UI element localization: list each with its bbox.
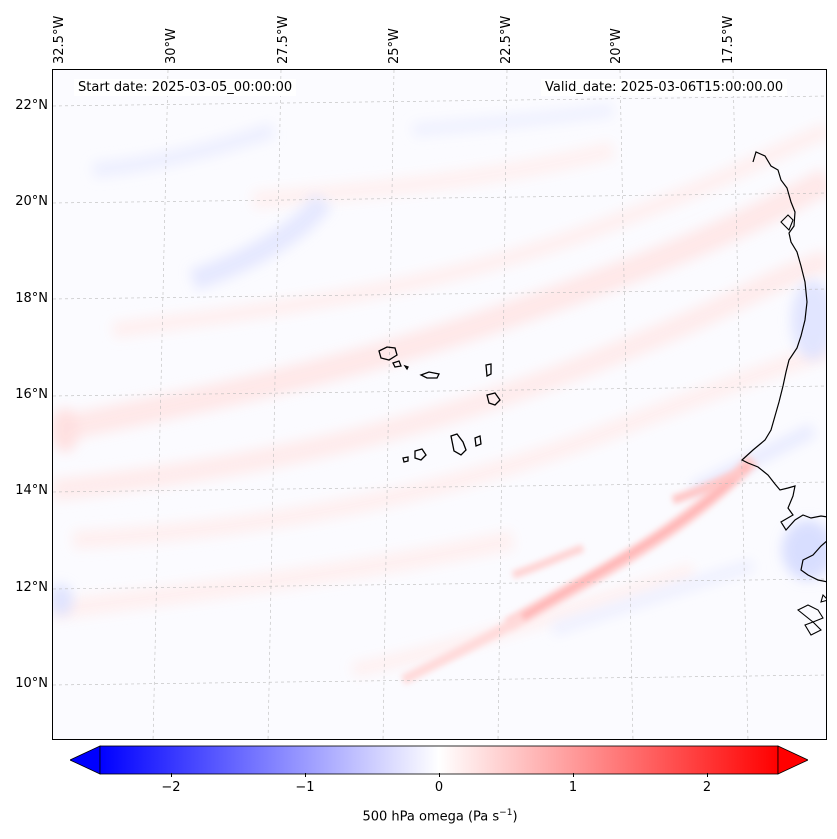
colorbar-label-text: 500 hPa omega (Pa s (362, 809, 500, 825)
colorbar-tickmark (707, 773, 708, 777)
colorbar-gradient (99, 745, 779, 775)
valid-date-label: Valid_date: 2025-03-06T15:00:00.00 (541, 79, 788, 96)
colorbar-tick-label: −1 (295, 780, 315, 795)
lat-label-22N: 22°N (15, 98, 48, 113)
lon-label-25W: 25°W (387, 28, 402, 64)
lon-label-17.5W: 17.5°W (721, 15, 736, 64)
lon-label-20W: 20°W (609, 28, 624, 64)
lat-label-10N: 10°N (15, 676, 48, 691)
island-santiago (450, 433, 467, 456)
colorbar-tick-label: 2 (702, 780, 712, 795)
colorbar-tick-label: −2 (161, 780, 181, 795)
map-panel (52, 69, 827, 740)
colorbar-tick-label: 1 (568, 780, 578, 795)
colorbar-tickmark (573, 773, 574, 777)
coast-islet-north (780, 214, 794, 231)
lat-label-12N: 12°N (15, 580, 48, 595)
lon-label-27.5W: 27.5°W (276, 15, 291, 64)
colorbar-label-close: ) (512, 809, 518, 825)
colorbar-label: 500 hPa omega (Pa s−1) (0, 808, 837, 824)
colorbar-tickmark (305, 773, 306, 777)
colorbar-left-arrow (70, 745, 101, 775)
colorbar-tickmark (171, 773, 172, 777)
weak-positive-streaks (53, 122, 826, 677)
island-sal (485, 363, 492, 378)
lat-label-16N: 16°N (15, 387, 48, 402)
africa-coast-south (800, 540, 826, 583)
colorbar (70, 745, 808, 775)
lon-label-32.5W: 32.5°W (52, 15, 67, 64)
lat-label-18N: 18°N (15, 291, 48, 306)
islands-bissau (796, 593, 826, 636)
colorbar-tick-label: 0 (434, 780, 444, 795)
island-brava (402, 456, 409, 463)
colorbar-label-exponent: −1 (499, 808, 513, 818)
island-sao-nicolau (419, 371, 440, 379)
lat-label-14N: 14°N (15, 483, 48, 498)
island-maio (474, 435, 482, 447)
lon-label-22.5W: 22.5°W (499, 15, 514, 64)
omega-field-map (53, 70, 826, 739)
graticule (53, 70, 826, 739)
island-santa-luzia (403, 364, 409, 371)
omega-band (400, 455, 758, 685)
cape-verde-islands (378, 346, 501, 463)
island-santo-antao (378, 346, 398, 361)
start-date-label: Start date: 2025-03-05_00:00:00 (74, 79, 297, 96)
island-boa-vista (486, 392, 501, 406)
africa-coastline (740, 151, 826, 531)
colorbar-tickmark (439, 773, 440, 777)
island-sao-vicente (392, 360, 402, 368)
lat-label-20N: 20°N (15, 194, 48, 209)
colorbar-right-arrow (777, 745, 808, 775)
island-fogo (414, 448, 427, 461)
lon-label-30W: 30°W (164, 28, 179, 64)
